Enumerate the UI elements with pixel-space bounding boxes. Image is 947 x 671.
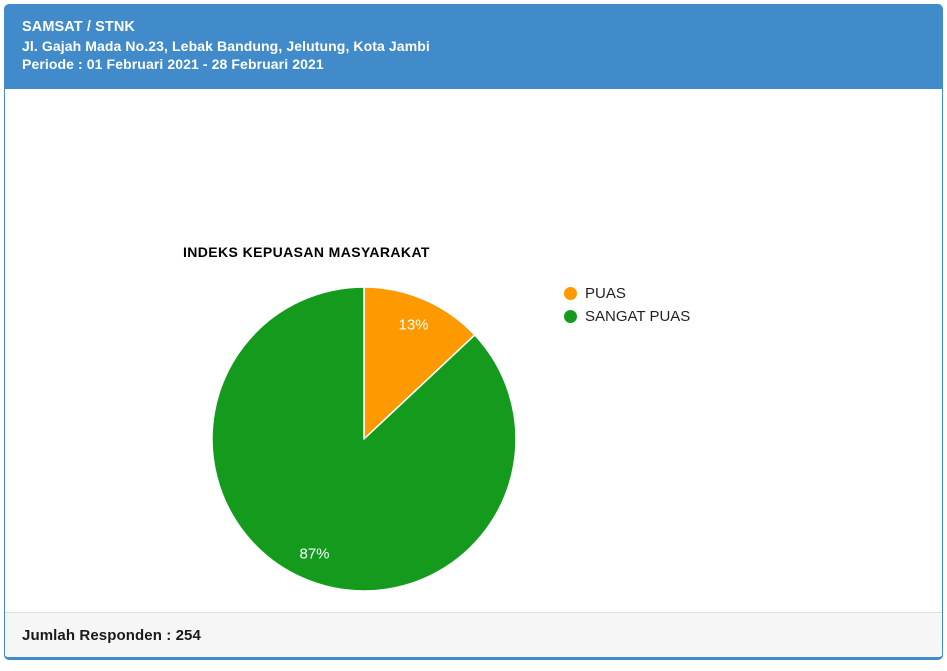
- office-name: SAMSAT / STNK: [22, 19, 136, 35]
- report-card: SAMSAT / STNK Jl. Gajah Mada No.23, Leba…: [4, 4, 943, 660]
- legend-item-sangat-puas[interactable]: SANGAT PUAS: [564, 306, 690, 326]
- legend-swatch-puas-icon: [564, 286, 577, 300]
- report-header: SAMSAT / STNK Jl. Gajah Mada No.23, Leba…: [5, 5, 942, 89]
- chart-title: INDEKS KEPUASAN MASYARAKAT: [183, 244, 430, 260]
- chart-area: INDEKS KEPUASAN MASYARAKAT 13% 87% PUAS S…: [5, 89, 942, 612]
- legend-label-puas: PUAS: [585, 284, 626, 302]
- pie-chart[interactable]: 13% 87%: [210, 285, 518, 593]
- legend-swatch-sangat-puas-icon: [564, 309, 577, 323]
- chart-legend: PUAS SANGAT PUAS: [564, 283, 690, 329]
- report-periode: Periode : 01 Februari 2021 - 28 Februari…: [22, 56, 324, 72]
- office-address: Jl. Gajah Mada No.23, Lebak Bandung, Jel…: [22, 37, 430, 54]
- legend-label-sangat-puas: SANGAT PUAS: [585, 307, 691, 325]
- pie-slice-value-label: 13%: [398, 317, 428, 334]
- pie-slice-sangat-puas[interactable]: [211, 286, 517, 592]
- legend-item-puas[interactable]: PUAS: [564, 283, 690, 303]
- responden-count: Jumlah Responden : 254: [22, 626, 201, 644]
- report-footer: Jumlah Responden : 254: [5, 612, 942, 657]
- pie-slice-puas[interactable]: [363, 286, 476, 440]
- pie-slice-value-label: 87%: [299, 545, 329, 562]
